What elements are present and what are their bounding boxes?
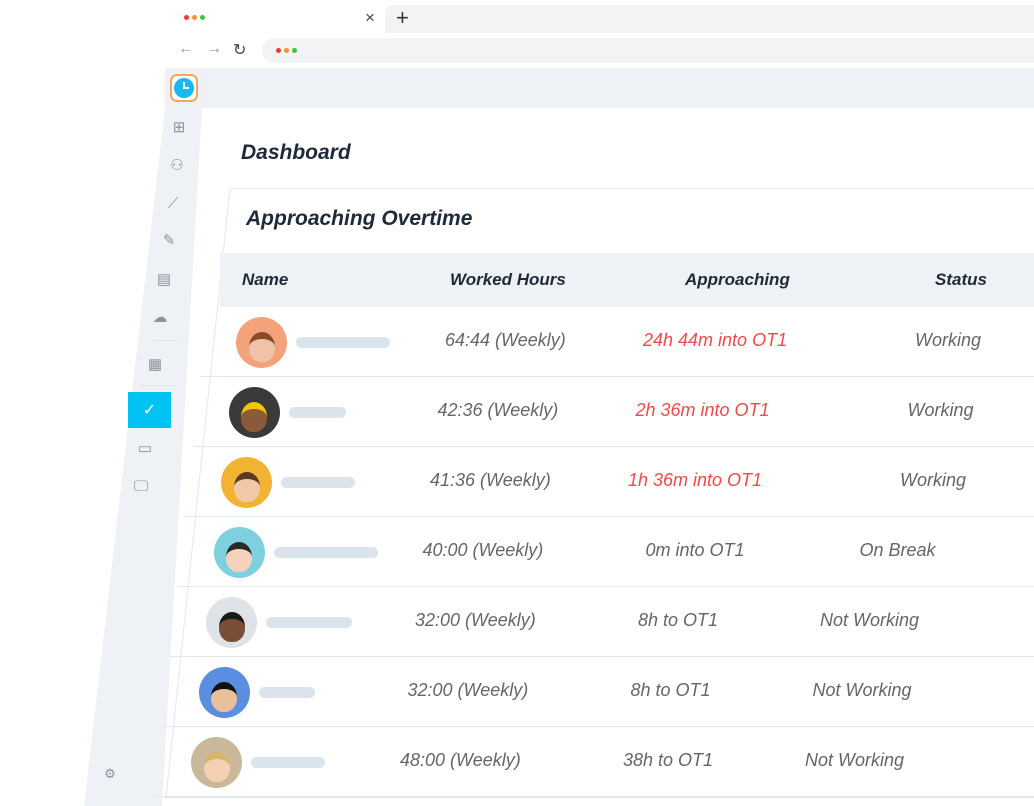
worked-hours: 64:44 (Weekly): [445, 330, 566, 350]
approaching: 1h 36m into OT1: [628, 470, 763, 490]
avatar: [198, 667, 250, 718]
name-placeholder: [266, 617, 352, 628]
name-placeholder: [281, 477, 355, 488]
col-status[interactable]: Status: [935, 270, 987, 289]
name-placeholder: [251, 757, 325, 768]
avatar: [191, 737, 242, 788]
table-row[interactable]: 48:00 (Weekly) 38h to OT1 Not Working: [155, 727, 1034, 797]
card-left-border: [165, 188, 231, 799]
status: Not Working: [812, 680, 912, 700]
worked-hours: 41:36 (Weekly): [430, 470, 551, 490]
worked-hours: 32:00 (Weekly): [407, 680, 529, 700]
col-worked-hours[interactable]: Worked Hours: [450, 270, 566, 289]
name-placeholder: [273, 547, 378, 558]
table-header: [220, 253, 1034, 307]
calendar-clock-icon[interactable]: ▦: [147, 356, 163, 373]
tab-close-icon[interactable]: ×: [365, 8, 375, 27]
laptop-icon[interactable]: ▭: [137, 440, 153, 457]
status: On Break: [859, 540, 936, 560]
table-row[interactable]: 41:36 (Weekly) 1h 36m into OT1 Working: [185, 447, 1034, 517]
address-favicon: [276, 48, 297, 53]
name-placeholder: [288, 407, 346, 418]
col-name[interactable]: Name: [242, 270, 289, 289]
address-bar[interactable]: [262, 38, 1034, 63]
avatar: [206, 597, 257, 648]
col-approaching[interactable]: Approaching: [685, 270, 790, 289]
reload-button[interactable]: ↻: [233, 42, 247, 59]
grid-icon[interactable]: ⊞: [172, 119, 186, 136]
avatar: [221, 457, 272, 508]
status: Working: [900, 470, 967, 490]
status: Working: [907, 400, 974, 420]
approaching: 2h 36m into OT1: [635, 400, 770, 420]
clock-icon: [174, 78, 194, 98]
approaching: 8h to OT1: [638, 610, 719, 630]
check-circle-icon: ✓: [142, 402, 157, 419]
name-placeholder: [296, 337, 390, 348]
approaching: 8h to OT1: [630, 680, 711, 700]
approaching: 24h 44m into OT1: [643, 330, 788, 350]
avatar: [213, 527, 265, 578]
table-row[interactable]: 64:44 (Weekly) 24h 44m into OT1 Working: [200, 307, 1034, 377]
status: Working: [915, 330, 982, 350]
approaching: 0m into OT1: [645, 540, 745, 560]
worked-hours: 42:36 (Weekly): [437, 400, 559, 420]
edit-icon[interactable]: ✎: [162, 232, 176, 249]
card-title: Approaching Overtime: [246, 207, 473, 230]
name-placeholder: [258, 687, 315, 698]
monitor-icon[interactable]: 🖵: [133, 478, 149, 495]
worked-hours: 40:00 (Weekly): [422, 540, 544, 560]
page-title: Dashboard: [241, 141, 351, 164]
table-row[interactable]: 40:00 (Weekly) 0m into OT1 On Break: [177, 517, 1034, 587]
avatar: [228, 387, 280, 438]
status: Not Working: [820, 610, 920, 630]
tab-strip: [385, 5, 1034, 33]
avatar: [236, 317, 287, 368]
app-logo[interactable]: [170, 74, 198, 102]
forward-button[interactable]: →: [206, 40, 222, 57]
tab-favicon: [184, 15, 205, 20]
table-row[interactable]: 32:00 (Weekly) 8h to OT1 Not Working: [170, 587, 1034, 657]
chart-icon[interactable]: ⟋: [167, 195, 179, 212]
app-header: [165, 68, 1034, 108]
status: Not Working: [805, 750, 905, 770]
back-button[interactable]: ←: [178, 40, 194, 57]
table-row[interactable]: 32:00 (Weekly) 8h to OT1 Not Working: [162, 657, 1034, 727]
sidebar-item-overtime[interactable]: ✓: [128, 392, 171, 428]
cloud-download-icon[interactable]: ☁: [152, 309, 168, 326]
approaching: 38h to OT1: [623, 750, 714, 770]
report-icon[interactable]: ▤: [156, 271, 172, 288]
table-row[interactable]: 42:36 (Weekly) 2h 36m into OT1 Working: [192, 377, 1034, 447]
sidebar-divider: [153, 340, 179, 341]
users-icon[interactable]: ⚇: [170, 157, 184, 174]
worked-hours: 32:00 (Weekly): [415, 610, 536, 630]
sidebar-divider: [140, 385, 176, 386]
gear-icon[interactable]: ⚙: [104, 766, 116, 781]
worked-hours: 48:00 (Weekly): [400, 750, 521, 770]
new-tab-button[interactable]: +: [396, 5, 409, 30]
